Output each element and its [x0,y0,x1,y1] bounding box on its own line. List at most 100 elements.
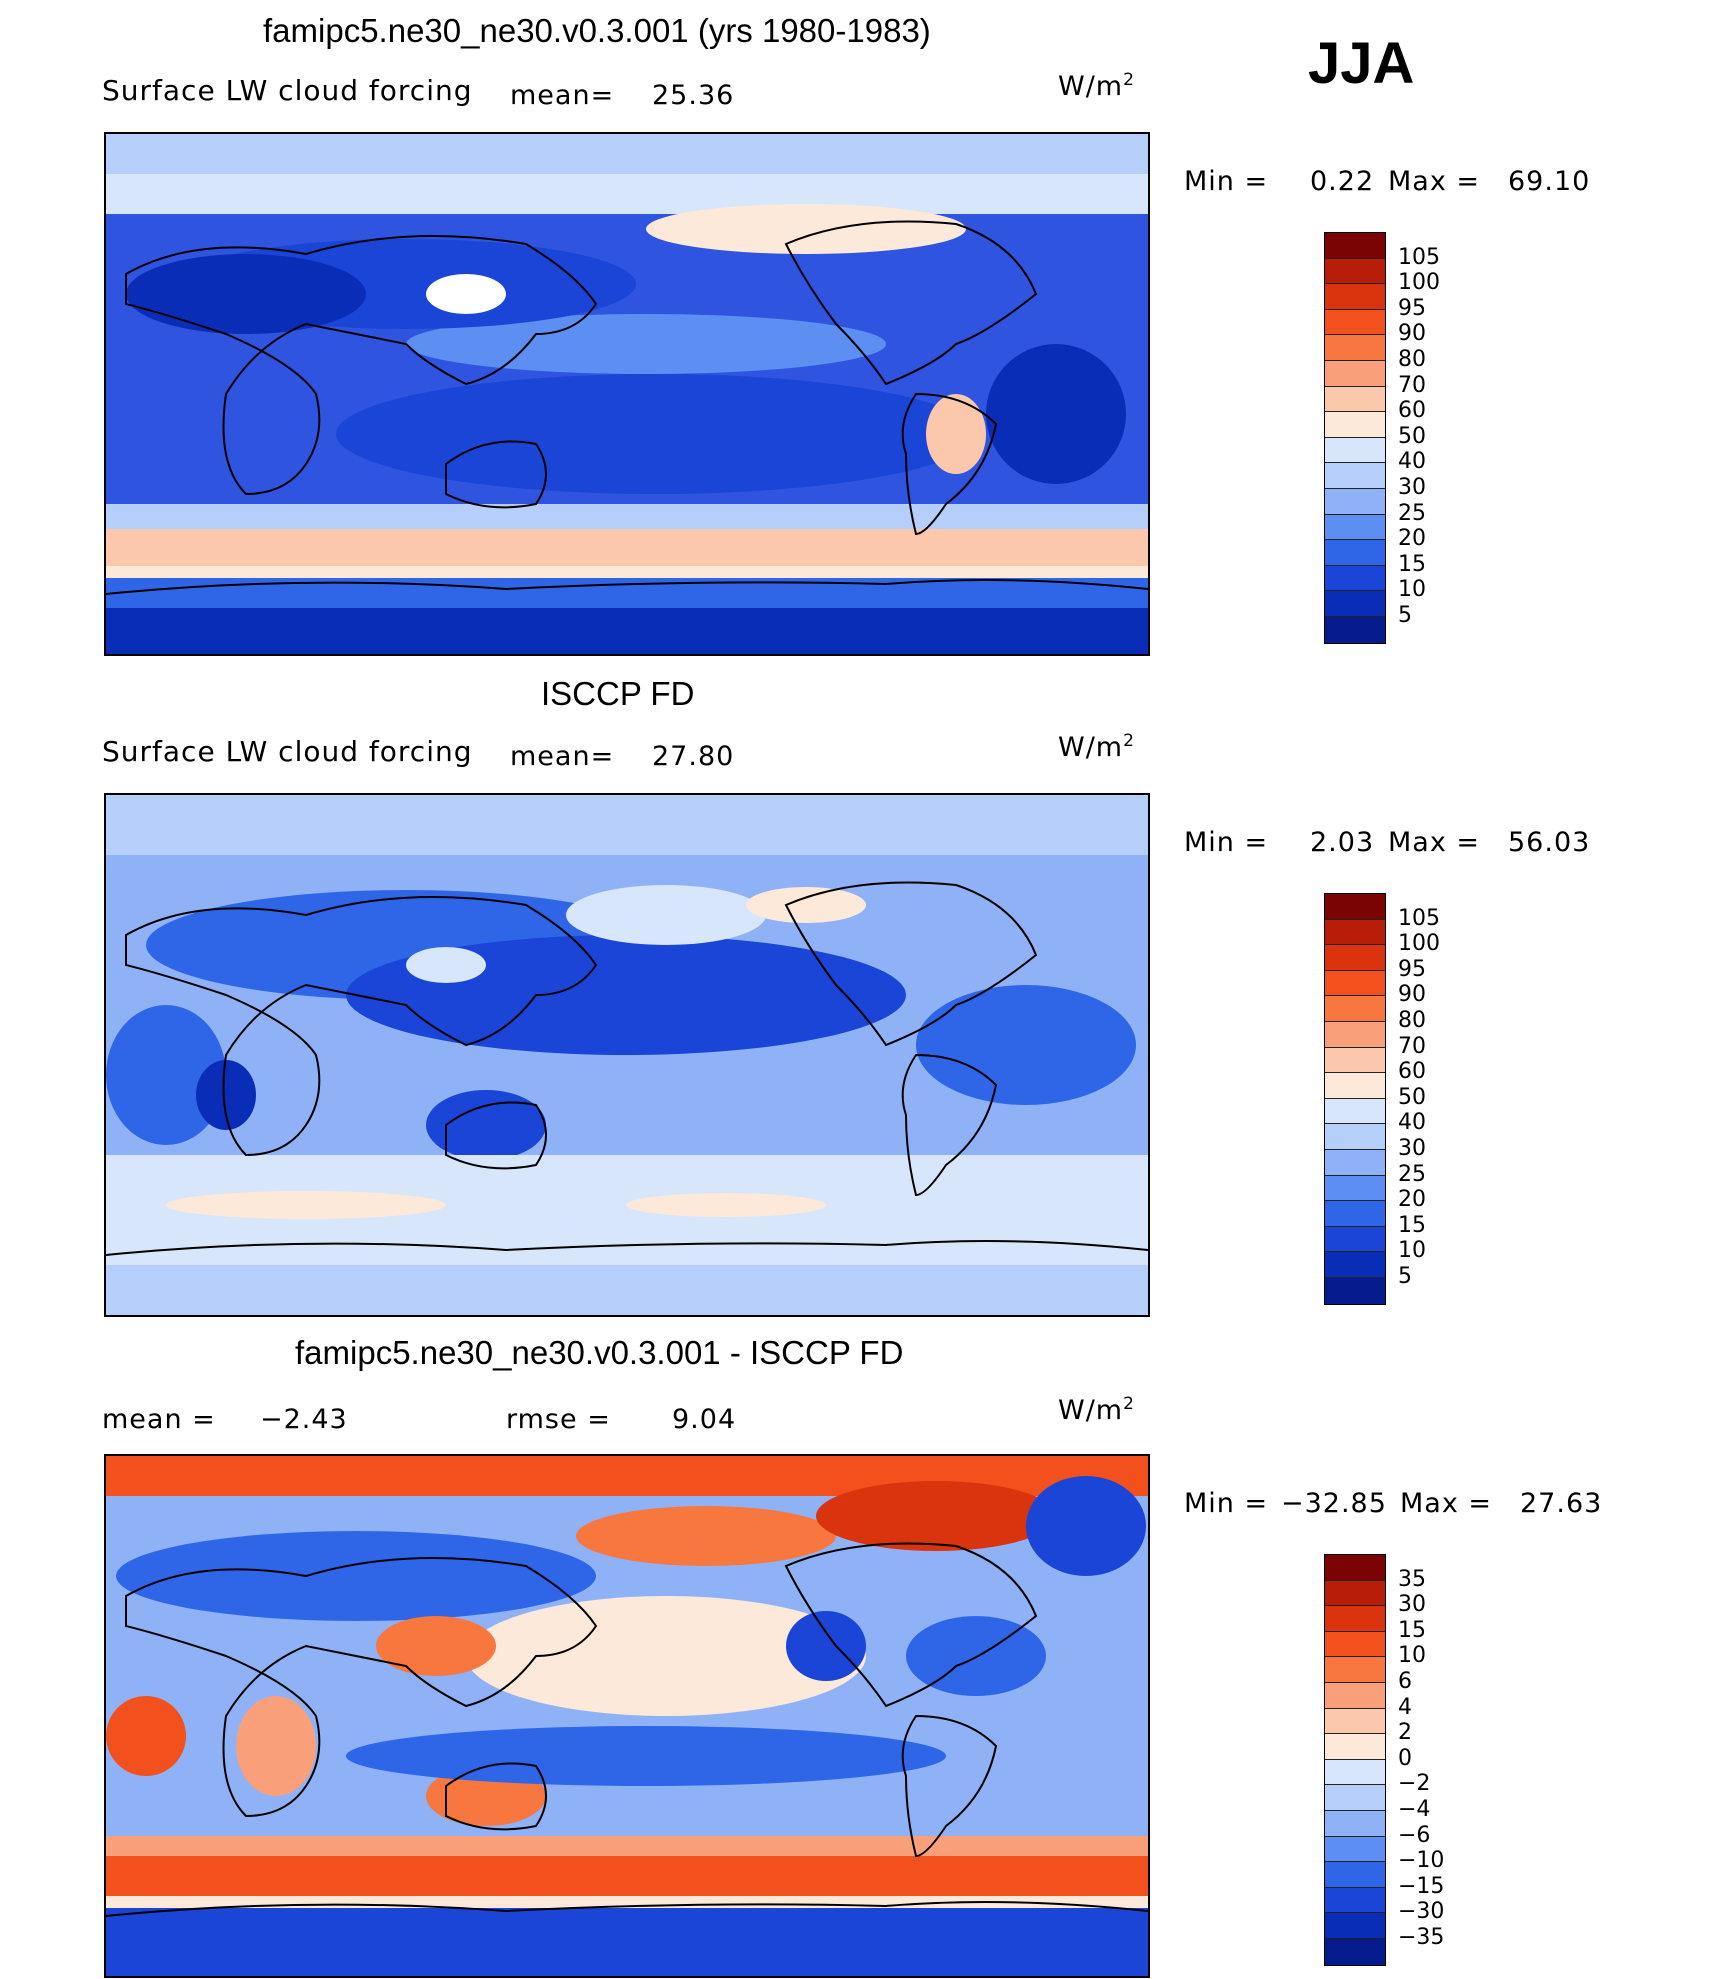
colorbar-segment [1325,1124,1385,1150]
colorbar-tick-label: 30 [1398,1136,1426,1161]
colorbar-tick-label: 4 [1398,1694,1412,1720]
panel1-colorbar [1324,232,1386,644]
colorbar-tick-label: −4 [1398,1797,1431,1822]
colorbar-tick-label: 10 [1398,1238,1426,1264]
colorbar-tick-label: 35 [1398,1566,1426,1592]
colorbar-segment [1325,463,1385,489]
colorbar-segment [1325,1252,1385,1278]
colorbar-tick-label: 80 [1398,347,1426,372]
colorbar-segment [1325,335,1385,361]
panel2-min-label: Min = [1184,827,1269,858]
panel1-max-label: Max = [1388,166,1481,197]
colorbar-tick-label: 60 [1398,398,1426,424]
colorbar-segment [1325,309,1385,336]
colorbar-segment [1325,1913,1385,1939]
colorbar-tick-label: 20 [1398,526,1426,552]
panel2-mean-label: mean= [510,741,615,772]
panel2-variable: Surface LW cloud forcing [102,735,473,768]
panel2-max-value: 56.03 [1508,827,1591,858]
panel3-title: famipc5.ne30_ne30.v0.3.001 - ISCCP FD [295,1334,904,1371]
colorbar-segment [1325,919,1385,946]
panel2-mean-value: 27.80 [652,741,735,772]
panel1-title: famipc5.ne30_ne30.v0.3.001 (yrs 1980-198… [263,12,931,49]
panel1-max-value: 69.10 [1508,166,1591,197]
colorbar-tick-label: −10 [1398,1848,1445,1874]
panel2-title: ISCCP FD [541,675,695,712]
colorbar-tick-label: 15 [1398,551,1426,577]
panel1-map [104,132,1150,656]
colorbar-segment [1325,591,1385,617]
colorbar-segment [1325,1201,1385,1227]
colorbar-tick-label: 100 [1398,270,1440,296]
colorbar-tick-label: 6 [1398,1669,1412,1694]
colorbar-segment [1325,1836,1385,1863]
colorbar-segment [1325,1785,1385,1811]
colorbar-tick-label: 70 [1398,1033,1426,1059]
colorbar-tick-label: 100 [1398,931,1440,957]
panel1-units: W/m2 [1058,70,1135,102]
panel3-max-label: Max = [1400,1488,1493,1519]
panel1-min-label: Min = [1184,166,1269,197]
panel1-variable: Surface LW cloud forcing [102,74,473,107]
colorbar-segment [1325,1277,1385,1304]
panel2-map [104,793,1150,1317]
colorbar-segment [1325,1073,1385,1099]
colorbar-segment [1325,258,1385,285]
colorbar-segment [1325,1555,1385,1581]
colorbar-tick-label: 90 [1398,982,1426,1008]
colorbar-segment [1325,1175,1385,1202]
colorbar-tick-label: 0 [1398,1745,1412,1771]
panel2-max-label: Max = [1388,827,1481,858]
colorbar-tick-label: 40 [1398,1110,1426,1136]
colorbar-segment [1325,565,1385,592]
colorbar-segment [1325,1887,1385,1914]
colorbar-tick-label: 80 [1398,1008,1426,1033]
colorbar-segment [1325,894,1385,920]
panel3-mean-label: mean = [102,1404,216,1435]
colorbar-segment [1325,1862,1385,1888]
colorbar-segment [1325,616,1385,643]
colorbar-segment [1325,1734,1385,1760]
colorbar-tick-label: 60 [1398,1059,1426,1085]
colorbar-tick-label: −6 [1398,1822,1431,1848]
colorbar-tick-label: 15 [1398,1212,1426,1238]
colorbar-segment [1325,1708,1385,1735]
colorbar-tick-label: 40 [1398,449,1426,475]
colorbar-segment [1325,996,1385,1022]
panel3-min-value: −32.85 [1281,1488,1387,1519]
colorbar-tick-label: 105 [1398,905,1440,931]
colorbar-segment [1325,1021,1385,1048]
panel3-colorbar [1324,1554,1386,1966]
colorbar-segment [1325,1098,1385,1125]
panel3-rmse-label: rmse = [506,1404,611,1435]
colorbar-segment [1325,360,1385,387]
panel1-mean-value: 25.36 [652,80,735,111]
colorbar-segment [1325,540,1385,566]
panel2-units: W/m2 [1058,731,1135,763]
colorbar-tick-label: 30 [1398,475,1426,500]
colorbar-tick-label: 10 [1398,1643,1426,1669]
colorbar-segment [1325,437,1385,464]
colorbar-segment [1325,1682,1385,1709]
colorbar-segment [1325,1606,1385,1632]
colorbar-tick-label: −30 [1398,1899,1445,1925]
colorbar-segment [1325,514,1385,541]
panel3-map [104,1454,1150,1978]
panel3-max-value: 27.63 [1520,1488,1603,1519]
colorbar-segment [1325,233,1385,259]
colorbar-tick-label: 50 [1398,423,1426,449]
colorbar-tick-label: 30 [1398,1592,1426,1618]
colorbar-segment [1325,1226,1385,1253]
colorbar-tick-label: −15 [1398,1873,1445,1899]
colorbar-segment [1325,1759,1385,1786]
colorbar-segment [1325,488,1385,515]
colorbar-tick-label: 25 [1398,500,1426,526]
colorbar-segment [1325,284,1385,310]
colorbar-tick-label: 5 [1398,603,1412,628]
colorbar-tick-label: 15 [1398,1617,1426,1643]
colorbar-segment [1325,1657,1385,1683]
panel1-min-value: 0.22 [1310,166,1375,197]
colorbar-segment [1325,1580,1385,1607]
colorbar-segment [1325,1631,1385,1658]
panel1-mean-label: mean= [510,80,615,111]
